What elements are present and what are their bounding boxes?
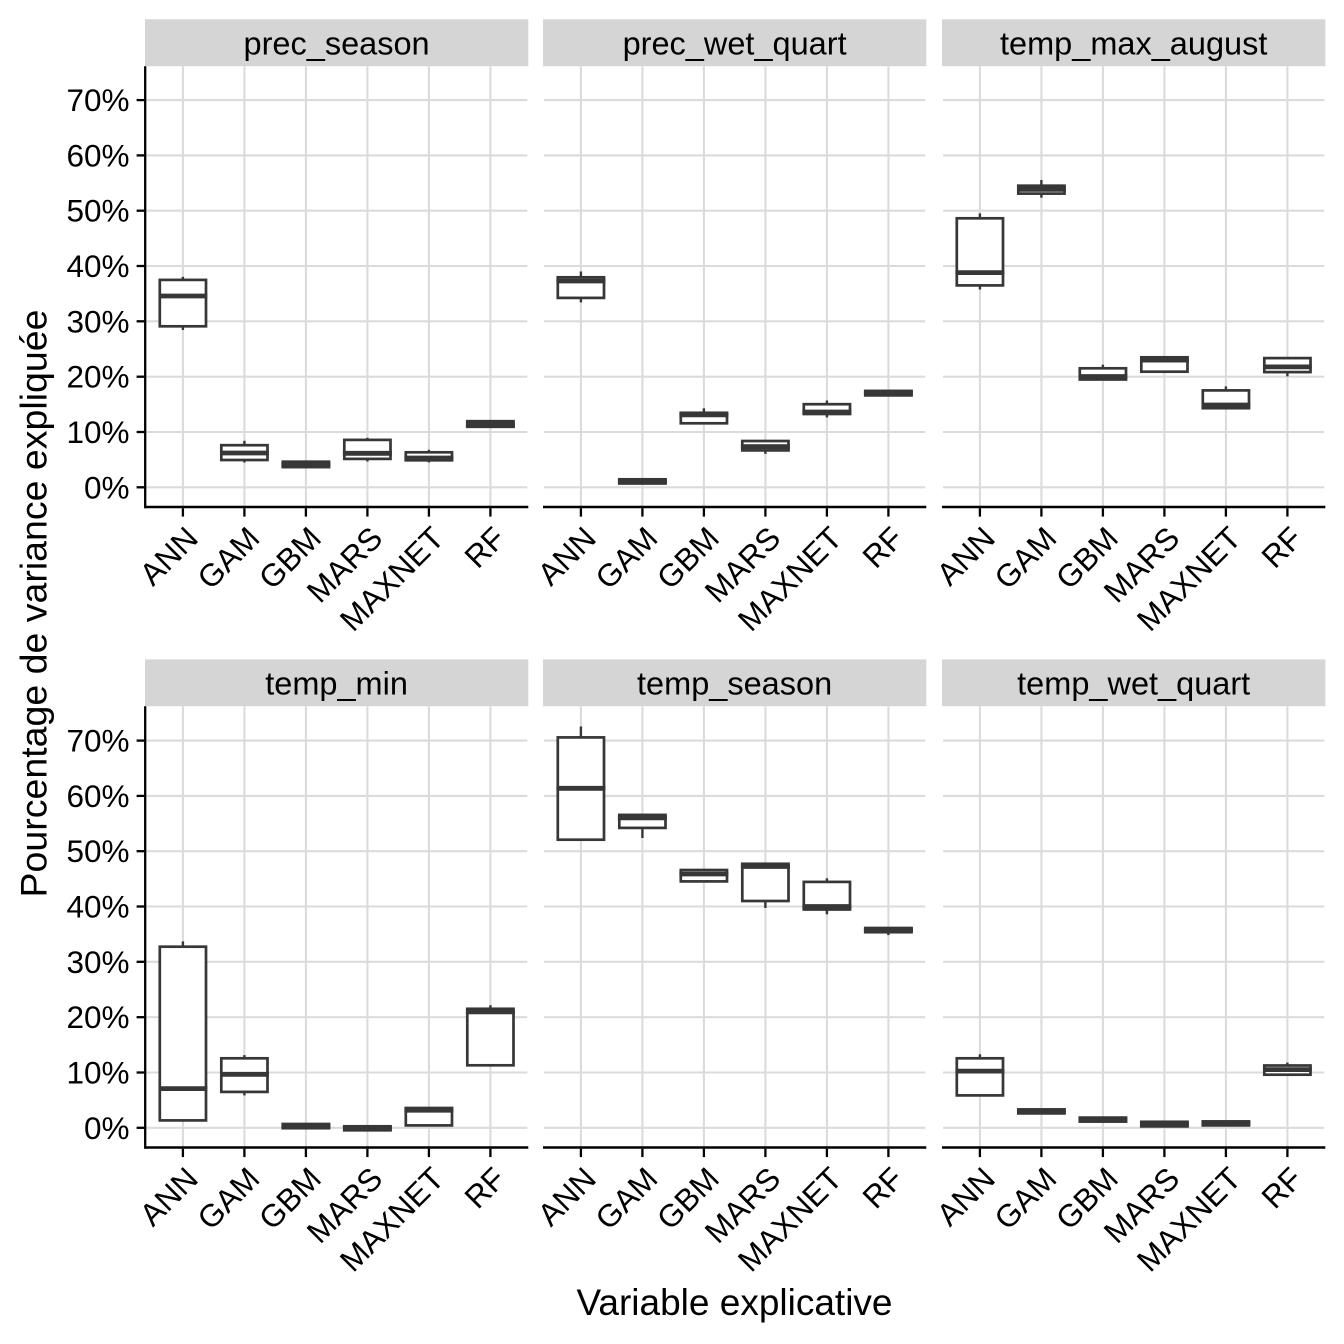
svg-text:Pourcentage de variance expliq: Pourcentage de variance expliquée	[12, 310, 54, 898]
svg-text:temp_max_august: temp_max_august	[1000, 25, 1267, 61]
svg-text:50%: 50%	[66, 833, 129, 869]
svg-text:30%: 30%	[66, 944, 129, 980]
svg-text:Variable explicative: Variable explicative	[576, 1282, 892, 1323]
svg-text:70%: 70%	[66, 82, 129, 118]
svg-text:0%: 0%	[84, 1110, 130, 1146]
svg-text:60%: 60%	[66, 778, 129, 814]
svg-text:20%: 20%	[66, 999, 129, 1035]
svg-text:temp_min: temp_min	[265, 665, 408, 701]
svg-text:10%: 10%	[66, 414, 129, 450]
svg-text:0%: 0%	[84, 469, 130, 505]
svg-text:40%: 40%	[66, 248, 129, 284]
svg-text:30%: 30%	[66, 303, 129, 339]
svg-text:40%: 40%	[66, 889, 129, 925]
svg-text:60%: 60%	[66, 137, 129, 173]
svg-text:temp_wet_quart: temp_wet_quart	[1017, 665, 1250, 701]
svg-text:50%: 50%	[66, 193, 129, 229]
svg-text:10%: 10%	[66, 1055, 129, 1091]
svg-text:prec_wet_quart: prec_wet_quart	[623, 25, 847, 61]
svg-text:70%: 70%	[66, 723, 129, 759]
svg-text:prec_season: prec_season	[244, 25, 430, 61]
svg-text:temp_season: temp_season	[637, 665, 832, 701]
svg-text:20%: 20%	[66, 359, 129, 395]
